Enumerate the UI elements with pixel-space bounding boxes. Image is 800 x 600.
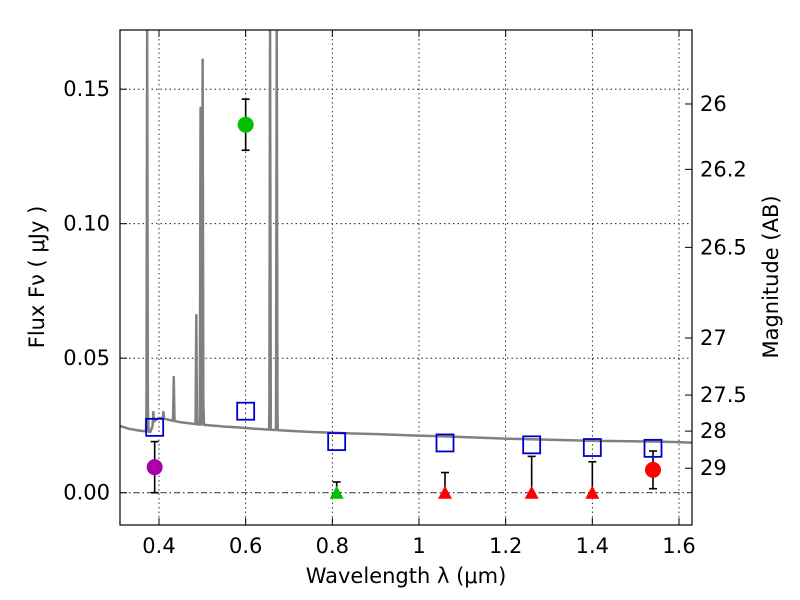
y2-tick-label: 26	[700, 92, 727, 116]
y-tick-label: 0.00	[63, 481, 110, 505]
y-tick-label: 0.10	[63, 212, 110, 236]
y2-tick-label: 26.2	[700, 157, 747, 181]
x-tick-label: 1.2	[489, 534, 522, 558]
y-axis-left: 0.00 0.05 0.10 0.15	[63, 77, 127, 505]
x-tick-label: 0.4	[142, 534, 175, 558]
plot-background	[120, 30, 692, 525]
model-photometry-point	[435, 433, 455, 453]
x-tick-label: 0.6	[229, 534, 262, 558]
upper-limit-point	[524, 485, 539, 499]
upper-limit-point	[585, 485, 600, 499]
x-tick-label: 1	[412, 534, 425, 558]
y2-tick-label: 26.5	[700, 235, 747, 259]
model-photometry-point	[236, 401, 256, 421]
upper-limit-point	[438, 485, 452, 499]
observed-photometry-point	[237, 116, 254, 133]
x-tick-label: 0.8	[316, 534, 349, 558]
spectrum-line	[120, 30, 692, 444]
y-tick-label: 0.15	[63, 77, 110, 101]
observed-photometry-point	[146, 459, 163, 476]
model-photometry-point	[145, 417, 165, 437]
observed-photometry-series	[146, 116, 661, 499]
y2-tick-label: 29	[700, 456, 727, 480]
y-axis-title: Flux Fν ( μJy )	[25, 206, 49, 349]
spectrum-series	[120, 30, 692, 444]
x-tick-label: 1.6	[662, 534, 695, 558]
model-photometry-series	[145, 401, 663, 458]
upper-limit-point	[329, 485, 344, 499]
y-axis-right: 26 26.2 26.5 27 27.5 28 29	[685, 92, 747, 480]
model-photometry-point	[582, 438, 602, 457]
x-axis-title: Wavelength λ (μm)	[306, 564, 507, 588]
grid	[120, 30, 692, 525]
model-photometry-point	[643, 438, 663, 458]
y2-tick-label: 27.5	[700, 383, 747, 407]
model-photometry-point	[327, 432, 347, 452]
y-tick-label: 0.05	[63, 346, 110, 370]
y2-tick-label: 28	[700, 419, 727, 443]
x-tick-label: 1.4	[576, 534, 609, 558]
y2-tick-label: 27	[700, 326, 727, 350]
x-axis: 0.4 0.6 0.8 1 1.2 1.4 1.6	[142, 30, 696, 558]
plot-frame	[119, 29, 693, 526]
model-photometry-point	[522, 435, 542, 455]
y2-axis-title: Magnitude (AB)	[759, 195, 783, 358]
observed-photometry-point	[645, 461, 661, 478]
